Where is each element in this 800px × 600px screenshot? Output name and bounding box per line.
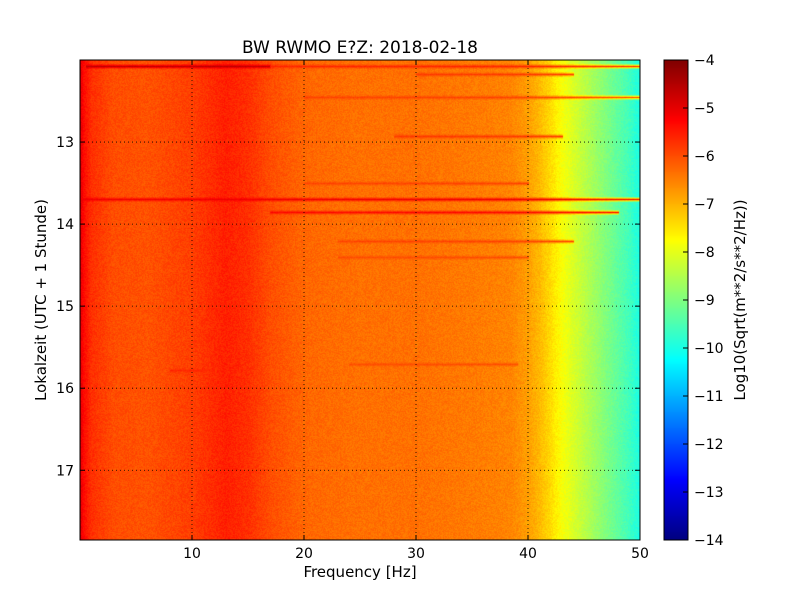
y-axis-label: Lokalzeit (UTC + 1 Stunde)	[32, 199, 50, 401]
colorbar-tick-label: −6	[694, 149, 715, 165]
colorbar-tick-label: −11	[694, 389, 724, 405]
y-tick-label: 17	[56, 463, 74, 479]
y-tick-label: 16	[56, 381, 74, 397]
colorbar-tick-label: −8	[694, 245, 715, 261]
x-tick-label: 40	[519, 546, 537, 562]
colorbar-tick-label: −12	[694, 437, 724, 453]
colorbar-tick-label: −5	[694, 101, 715, 117]
colorbar-tick-label: −4	[694, 53, 715, 69]
colorbar-ticks: −4 −5 −6 −7 −8 −9 −10 −11 −12 −13 −14	[683, 53, 724, 549]
plot-frame	[79, 59, 641, 541]
y-tick-label: 13	[56, 135, 74, 151]
x-tick-label: 10	[183, 546, 201, 562]
colorbar: −4 −5 −6 −7 −8 −9 −10 −11 −12 −13 −14	[663, 53, 724, 549]
colorbar-tick-label: −9	[694, 293, 715, 309]
plot-area: 10 20 30 40 50 13 14 15 16 17	[56, 59, 649, 562]
y-tick-label: 14	[56, 217, 74, 233]
colorbar-tick-label: −13	[694, 485, 724, 501]
grid-lines	[80, 60, 640, 540]
spectrogram-heatmap	[80, 60, 640, 540]
x-axis-ticks: 10 20 30 40 50	[183, 60, 649, 562]
x-tick-label: 20	[295, 546, 313, 562]
x-tick-label: 30	[407, 546, 425, 562]
x-axis-label: Frequency [Hz]	[303, 563, 416, 581]
colorbar-label: Log10(Sqrt(m**2/s**2/Hz))	[731, 199, 749, 400]
chart-title: BW RWMO E?Z: 2018-02-18	[242, 38, 478, 58]
y-tick-label: 15	[56, 299, 74, 315]
colorbar-tick-label: −7	[694, 197, 715, 213]
y-axis-ticks: 13 14 15 16 17	[56, 135, 640, 479]
colorbar-tick-label: −14	[694, 533, 724, 549]
x-tick-label: 50	[631, 546, 649, 562]
colorbar-tick-label: −10	[694, 341, 724, 357]
